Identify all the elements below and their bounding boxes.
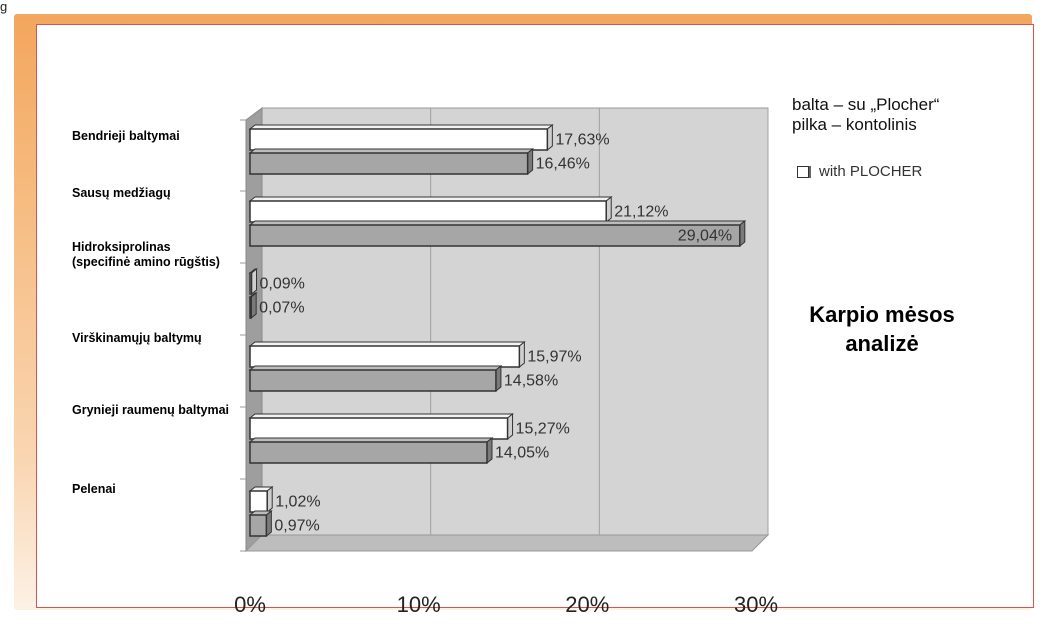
side-title: Karpio mėsos analizė (790, 300, 974, 358)
category-label: Grynieji raumenų baltymai (72, 403, 229, 417)
bar-end-face (266, 485, 273, 514)
category-label: Pelenai (72, 482, 116, 496)
bar-white (248, 412, 514, 441)
data-label: 17,63% (555, 132, 609, 149)
category-label: Bendrieji baltymai (72, 129, 180, 143)
bar-end-face (251, 267, 258, 296)
bar-gray (248, 147, 535, 176)
bar-gray (248, 436, 494, 465)
bar-gray (248, 364, 503, 393)
bar-white (248, 340, 526, 369)
bar-front-face (249, 200, 607, 223)
data-label: 0,97% (274, 518, 319, 535)
bar-front-face (249, 345, 521, 368)
bar-front-face (249, 272, 253, 295)
category-label: Virškinamųjų baltymų (72, 331, 202, 345)
bar-front-face (249, 128, 549, 151)
bar-front-face (249, 490, 268, 513)
bar-white (248, 485, 274, 514)
bar-gray (248, 509, 273, 538)
bar-white (248, 267, 258, 296)
legend-swatch-white (797, 165, 809, 178)
bar-front-face (249, 417, 509, 440)
data-label: 0,07% (259, 300, 304, 317)
side-title-line1: Karpio mėsos (809, 302, 955, 327)
data-label: 15,97% (527, 349, 581, 366)
data-label: 14,58% (504, 373, 558, 390)
bar-front-face (249, 369, 497, 392)
legend-line-white: balta – su „Plocher“ (792, 95, 940, 114)
bar-end-face (507, 412, 514, 441)
x-tick-label: 0% (234, 592, 266, 617)
x-tick-label: 20% (565, 592, 609, 617)
data-label: 29,04% (678, 228, 732, 245)
legend-line-gray: pilka – kontolinis (792, 115, 917, 134)
x-tick-label: 10% (397, 592, 441, 617)
data-label: 21,12% (614, 204, 668, 221)
corner-text: g (0, 0, 8, 14)
category-label: Hidroksiprolinas (specifinė amino rūgšti… (72, 240, 220, 269)
x-tick-label: 30% (734, 592, 778, 617)
bar-front-face (249, 152, 529, 175)
bar-front-face (249, 224, 741, 247)
data-label: 0,09% (260, 276, 305, 293)
data-label: 14,05% (495, 445, 549, 462)
plot-floor (244, 534, 770, 552)
bar-front-face (249, 514, 268, 537)
data-label: 1,02% (275, 494, 320, 511)
data-label: 16,46% (536, 156, 590, 173)
side-title-line2: analizė (845, 331, 919, 356)
bar-front-face (249, 441, 488, 464)
legend-partial-label: with PLOCHER (819, 163, 923, 180)
bar-gray (248, 291, 258, 320)
data-label: 15,27% (516, 421, 570, 438)
legend-partial-entry: with PLOCHER (797, 163, 922, 180)
bar-white (248, 195, 613, 224)
bar-gray (248, 219, 747, 248)
category-label: Sausų medžiagų (72, 186, 171, 200)
bar-front-face (249, 296, 252, 319)
bar-white (248, 123, 554, 152)
legend: balta – su „Plocher“ pilka – kontolinis (792, 95, 939, 135)
